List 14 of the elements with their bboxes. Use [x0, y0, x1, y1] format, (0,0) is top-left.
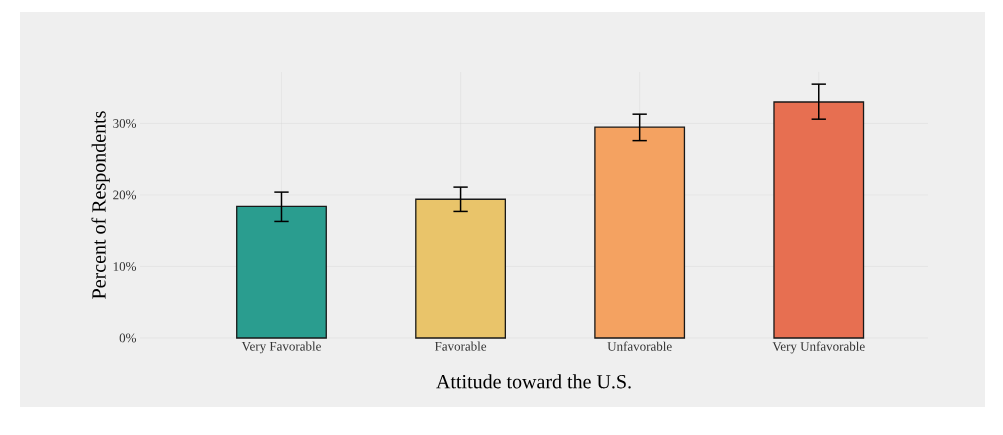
x-axis-title: Attitude toward the U.S. — [436, 374, 631, 389]
x-tick-label: Very Favorable — [241, 341, 321, 354]
y-tick-label: 20% — [113, 190, 137, 200]
x-tick-label: Very Unfavorable — [772, 341, 865, 354]
bar — [236, 205, 327, 339]
y-tick-label: 0% — [119, 333, 137, 343]
x-tick-label: Favorable — [434, 341, 487, 351]
bar — [594, 126, 686, 339]
x-tick-label: Unfavorable — [607, 341, 672, 351]
bar — [415, 198, 506, 339]
bar — [773, 101, 865, 339]
y-tick-label: 10% — [113, 262, 137, 271]
y-tick-label: 30% — [113, 119, 137, 128]
y-axis-title: Percent of Respondents — [91, 111, 110, 299]
